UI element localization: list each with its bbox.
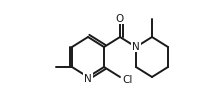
Text: N: N bbox=[84, 73, 92, 83]
Text: N: N bbox=[132, 42, 140, 52]
Text: O: O bbox=[116, 14, 124, 24]
Text: Cl: Cl bbox=[122, 74, 132, 84]
